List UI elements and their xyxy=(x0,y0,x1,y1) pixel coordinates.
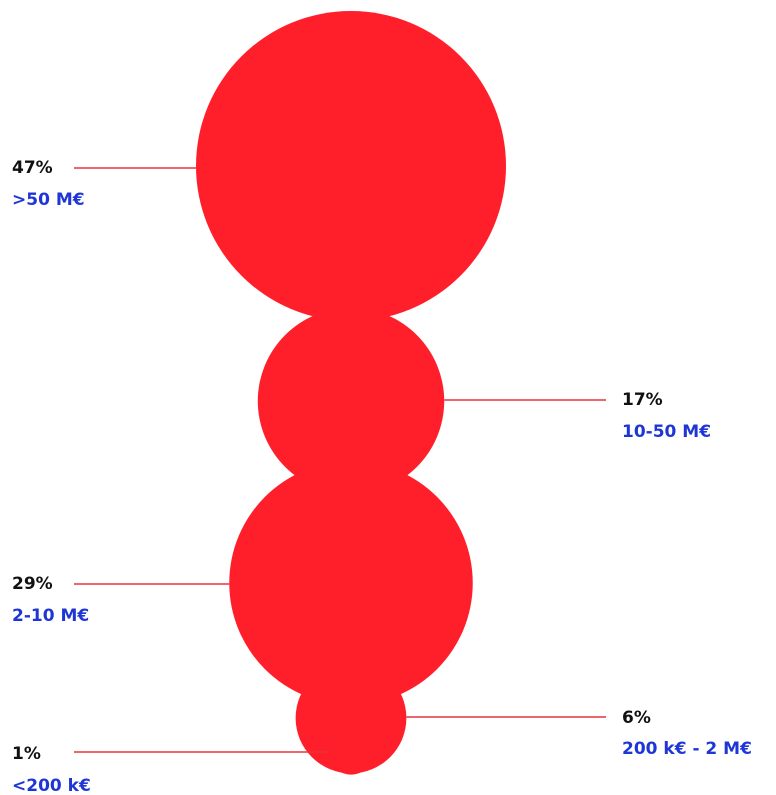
value-label-50-m: 47% xyxy=(12,158,53,178)
labels-group: 47% >50 M€ 17% 10-50 M€ 29% 2-10 M€ 6% 200 k€ -… xyxy=(12,158,752,795)
value-label-200-k-2-m: 6% xyxy=(622,708,651,728)
category-label-50-m: >50 M€ xyxy=(12,190,85,210)
category-label-2-10-m: 2-10 M€ xyxy=(12,606,89,626)
value-label-10-50-m: 17% xyxy=(622,390,663,410)
value-label-2-10-m: 29% xyxy=(12,574,53,594)
value-label-200-k: 1% xyxy=(12,744,41,764)
category-label-10-50-m: 10-50 M€ xyxy=(622,422,711,442)
bubble-200-k xyxy=(328,729,374,775)
bubble-2-10-m xyxy=(229,461,473,705)
bubble-200-k-2-m xyxy=(295,662,407,774)
bubble-50-m xyxy=(196,11,506,321)
category-label-200-k: <200 k€ xyxy=(12,776,91,795)
bubble-10-50-m xyxy=(257,307,445,495)
leader-lines-group xyxy=(74,167,606,753)
bubbles-group xyxy=(196,11,506,775)
category-label-200-k-2-m: 200 k€ - 2 M€ xyxy=(622,739,752,759)
